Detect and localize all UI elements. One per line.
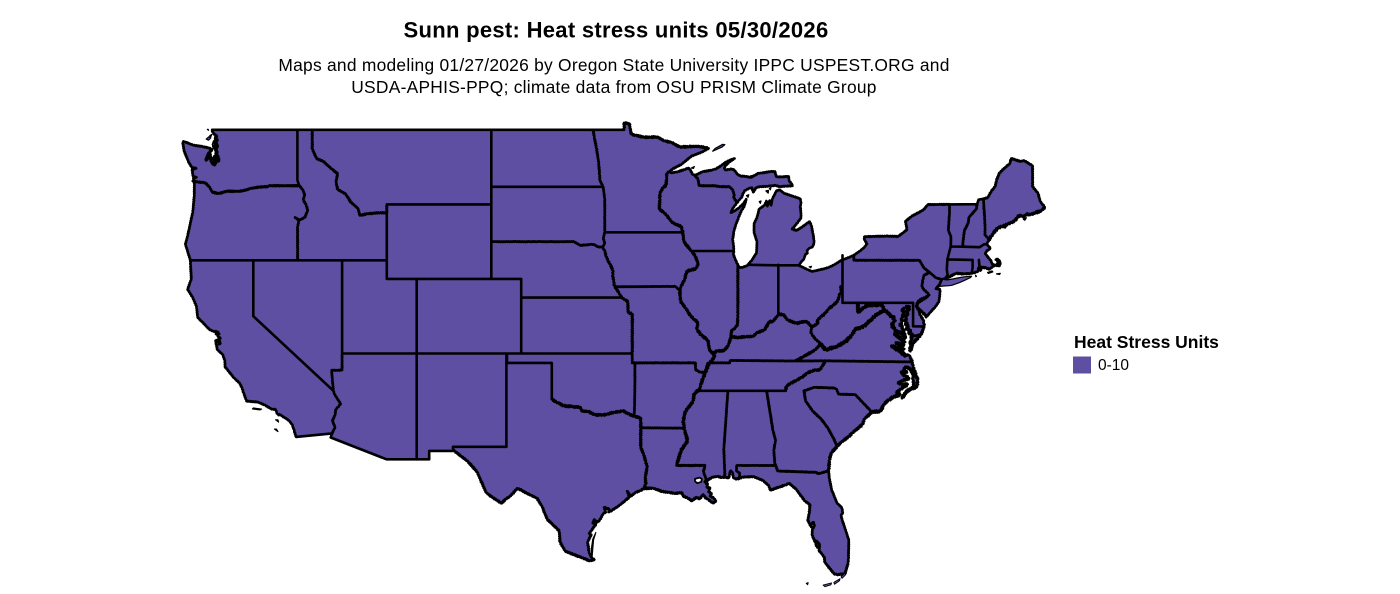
svg-text:Maps and modeling 01/27/2026 b: Maps and modeling 01/27/2026 by Oregon S… (278, 55, 949, 75)
svg-text:0-10: 0-10 (1098, 357, 1129, 374)
svg-text:USDA-APHIS-PPQ; climate data f: USDA-APHIS-PPQ; climate data from OSU PR… (351, 77, 876, 97)
svg-text:Sunn pest: Heat stress units 0: Sunn pest: Heat stress units 05/30/2026 (404, 18, 829, 43)
svg-text:Heat Stress Units: Heat Stress Units (1074, 332, 1219, 352)
